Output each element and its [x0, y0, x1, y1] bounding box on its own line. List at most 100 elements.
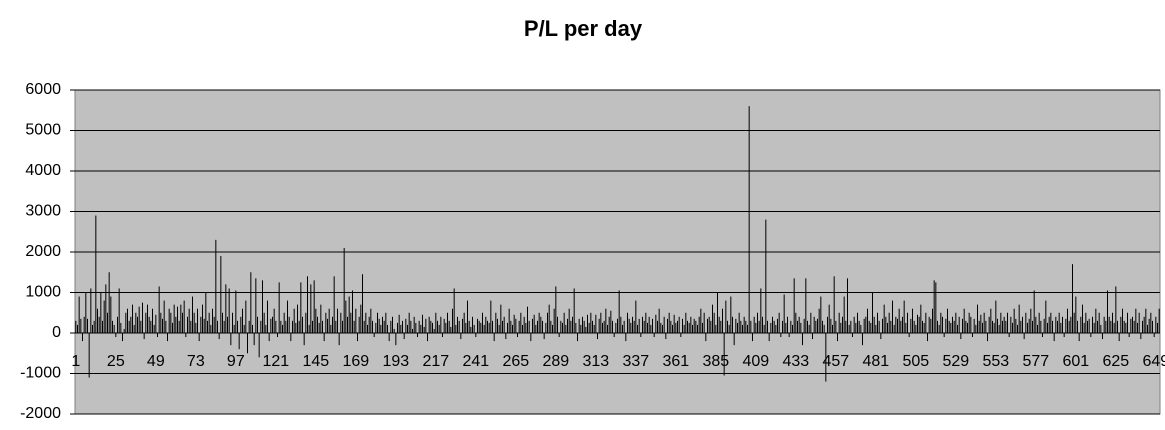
x-tick-label: 649	[1142, 353, 1165, 370]
bar	[302, 316, 303, 333]
bar	[345, 300, 347, 333]
bar	[312, 320, 313, 333]
bar	[860, 324, 862, 333]
bar	[452, 308, 453, 333]
bar	[1150, 312, 1152, 333]
bar	[370, 308, 372, 333]
bar	[253, 333, 255, 346]
bar	[822, 320, 823, 333]
bar	[827, 316, 828, 333]
bar	[1097, 320, 1098, 333]
bar	[1075, 296, 1077, 333]
bar	[340, 312, 342, 333]
bar	[778, 312, 780, 333]
bar	[883, 304, 885, 333]
bar	[180, 304, 182, 333]
bar	[1068, 320, 1070, 333]
bar	[147, 304, 148, 333]
bar	[1142, 320, 1143, 333]
bar	[1110, 320, 1112, 333]
x-tick-label: 97	[227, 353, 245, 370]
y-tick-label: 5000	[25, 122, 61, 139]
bar	[1072, 264, 1073, 333]
bar	[407, 324, 408, 333]
x-tick-label: 145	[302, 353, 329, 370]
bar	[327, 318, 328, 333]
bar	[785, 322, 787, 333]
bar	[1040, 320, 1042, 333]
y-tick-label: -1000	[20, 365, 61, 382]
bar	[635, 300, 637, 333]
bar	[430, 320, 432, 333]
bar	[570, 320, 572, 333]
bar	[473, 324, 475, 333]
bar	[735, 318, 737, 333]
bar	[172, 322, 173, 333]
bar	[360, 304, 362, 333]
bar	[643, 320, 645, 333]
bar	[107, 312, 108, 333]
bar	[278, 282, 280, 333]
x-tick-label: 217	[422, 353, 449, 370]
bar	[938, 324, 940, 333]
bar	[905, 322, 907, 333]
bar	[770, 322, 772, 333]
bar	[862, 333, 863, 346]
bar	[608, 316, 610, 333]
bar	[637, 324, 638, 333]
bar	[375, 322, 377, 333]
bar	[442, 333, 443, 338]
bar	[400, 324, 402, 333]
bar	[240, 316, 242, 333]
bar	[333, 276, 335, 333]
bar	[733, 333, 735, 346]
bar	[300, 282, 302, 333]
x-tick-label: 433	[782, 353, 809, 370]
bar	[522, 324, 523, 333]
bar	[562, 322, 563, 333]
bar	[937, 320, 938, 333]
bar	[520, 312, 522, 333]
bar	[1155, 316, 1157, 333]
bar	[918, 316, 920, 333]
bar	[132, 304, 133, 333]
bar	[873, 316, 875, 333]
bar	[265, 324, 267, 333]
bar	[598, 318, 600, 333]
bar	[843, 296, 845, 333]
bar	[1103, 316, 1105, 333]
bar	[765, 219, 767, 333]
bar	[102, 320, 103, 333]
bar	[910, 318, 912, 333]
bar	[838, 312, 840, 333]
bar	[422, 314, 423, 333]
bar	[215, 239, 217, 333]
bar	[892, 300, 893, 333]
bar	[672, 324, 673, 333]
bar	[297, 304, 298, 333]
bar	[683, 324, 685, 333]
bar	[1015, 318, 1017, 333]
bar	[928, 316, 930, 333]
bar	[97, 308, 98, 333]
bar	[492, 320, 493, 333]
bar	[685, 312, 687, 333]
bar	[260, 320, 262, 333]
bar	[120, 322, 122, 333]
bar	[853, 316, 855, 333]
bar	[807, 320, 808, 333]
bar	[723, 333, 725, 376]
bar	[432, 322, 433, 333]
x-tick-label: 457	[822, 353, 849, 370]
bar	[1010, 316, 1012, 333]
bar	[232, 312, 233, 333]
bar	[85, 292, 87, 333]
bar	[732, 316, 733, 333]
bar	[750, 320, 752, 333]
bar	[953, 320, 955, 333]
bar	[373, 333, 375, 338]
bar	[267, 300, 268, 333]
bar	[908, 333, 910, 338]
bar	[850, 320, 852, 333]
bar	[535, 324, 537, 333]
